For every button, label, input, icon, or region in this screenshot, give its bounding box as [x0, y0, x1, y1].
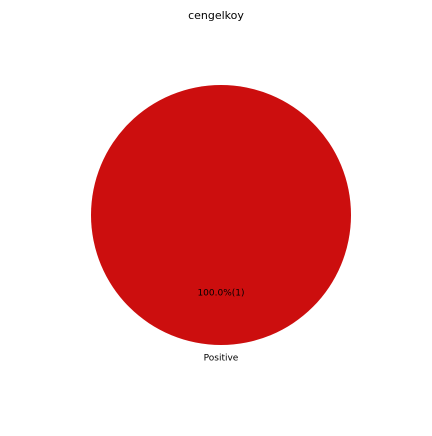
chart-title: cengelkoy [188, 9, 244, 22]
slice-label-positive: Positive [204, 354, 239, 364]
pie-slices [91, 85, 351, 345]
slice-percent-label-positive: 100.0%(1) [197, 289, 244, 299]
pie-slice-positive [91, 85, 351, 345]
pie-labels: Positive 100.0%(1) [197, 289, 244, 364]
